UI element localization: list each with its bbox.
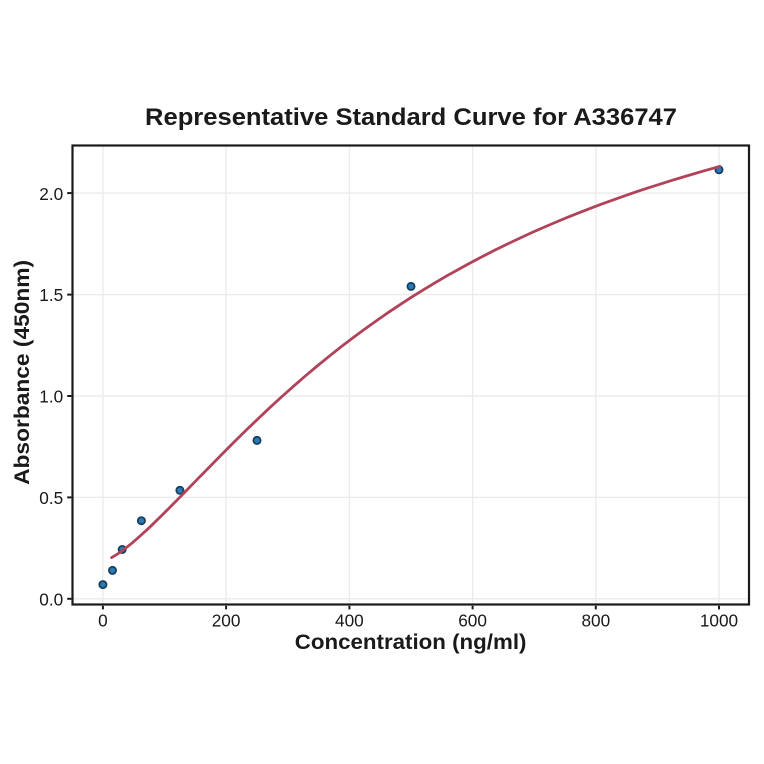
svg-text:1.5: 1.5	[39, 285, 63, 305]
svg-text:0.5: 0.5	[39, 488, 63, 508]
svg-text:800: 800	[581, 610, 610, 630]
svg-text:200: 200	[212, 610, 241, 630]
svg-text:1.0: 1.0	[39, 387, 63, 407]
svg-text:0: 0	[98, 610, 108, 630]
svg-text:0.0: 0.0	[39, 590, 63, 610]
svg-text:Absorbance (450nm): Absorbance (450nm)	[11, 260, 34, 485]
svg-text:600: 600	[458, 610, 487, 630]
svg-text:2.0: 2.0	[39, 184, 63, 204]
svg-text:Representative Standard Curve: Representative Standard Curve for A33674…	[145, 104, 677, 131]
svg-text:1000: 1000	[700, 610, 738, 630]
svg-text:Concentration (ng/ml): Concentration (ng/ml)	[295, 631, 527, 654]
svg-text:400: 400	[335, 610, 364, 630]
